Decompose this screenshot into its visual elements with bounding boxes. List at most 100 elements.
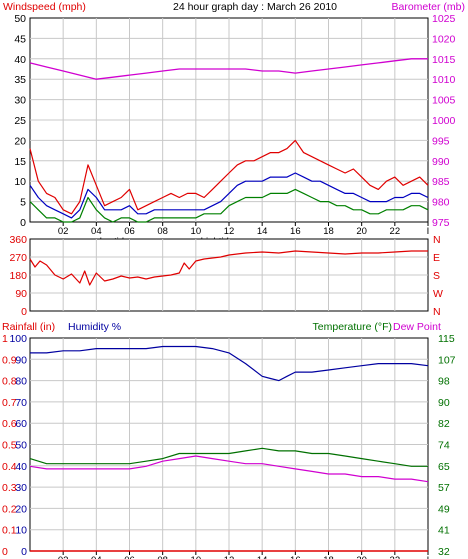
chart-title: 24 hour graph day : March 26 2010	[173, 1, 337, 13]
y-tick-label: 980	[432, 197, 450, 209]
rainfall-tick-label: 0.6	[2, 418, 17, 430]
y-tick-label: 1000	[432, 115, 456, 127]
y-tick-label: 1015	[432, 54, 456, 66]
y-tick-label: 180	[9, 270, 27, 282]
y-tick-label: 90	[15, 354, 27, 366]
y-tick-label: 30	[14, 95, 26, 107]
y-tick-label: 985	[432, 176, 450, 188]
humidity-temperature-panel: 0204060810121416182022Ilowtidehightide00…	[2, 333, 456, 559]
rainfall-tick-label: 0.2	[2, 503, 17, 515]
x-tick-label: 06	[124, 555, 135, 559]
x-tick-label: 22	[390, 555, 401, 559]
y-tick-label: 100	[9, 333, 27, 345]
x-tick-label: I	[427, 555, 430, 559]
y-tick-label: 5	[20, 197, 26, 209]
rainfall-tick-label: 0.9	[2, 354, 17, 366]
rainfall-tick-label: 0.5	[2, 440, 17, 452]
x-tick-label: 10	[191, 226, 202, 237]
y-tick-label: 270	[9, 252, 27, 264]
x-tick-label: 08	[157, 555, 168, 559]
y-tick-label: 80	[15, 376, 27, 388]
x-tick-label: 12	[224, 555, 235, 559]
x-tick-label: 12	[224, 226, 235, 237]
y-tick-label: N	[433, 306, 441, 318]
barometer-axis-label: Barometer (mb)	[391, 1, 465, 13]
barometer-line	[29, 58, 428, 80]
y-tick-label: 74	[438, 440, 450, 452]
y-tick-label: S	[433, 270, 440, 282]
temperature-axis-label: Temperature (°F)	[313, 321, 392, 333]
windspeed-axis-label: Windspeed (mph)	[3, 1, 86, 13]
y-tick-label: 90	[15, 288, 27, 300]
rainfall-axis-label: Rainfall (in)	[2, 321, 55, 333]
y-tick-label: 1020	[432, 33, 456, 45]
y-tick-label: 0	[20, 217, 26, 229]
wind-gust-line	[29, 139, 429, 215]
x-tick-label: 04	[91, 555, 102, 559]
dewpoint-line	[29, 455, 429, 483]
y-tick-label: 30	[15, 482, 27, 494]
y-tick-label: 82	[438, 418, 450, 430]
x-tick-label: 06	[124, 226, 135, 237]
humidity-axis-label: Humidity %	[68, 321, 121, 333]
y-tick-label: 20	[14, 135, 26, 147]
rainfall-tick-label: 0.8	[2, 376, 17, 388]
y-tick-label: 40	[15, 461, 27, 473]
x-tick-label: 22	[390, 226, 401, 237]
wind-avg-line	[29, 172, 429, 219]
wind-min-line	[29, 188, 429, 223]
y-tick-label: 1025	[432, 13, 456, 25]
y-tick-label: 360	[9, 234, 27, 246]
x-tick-label: 18	[323, 555, 334, 559]
y-tick-label: 35	[14, 74, 26, 86]
y-tick-label: 49	[438, 503, 450, 515]
x-tick-label: 18	[323, 226, 334, 237]
rainfall-tick-label: 1	[2, 333, 8, 345]
dewpoint-axis-label: Dew Point	[393, 321, 441, 333]
x-tick-label: 16	[290, 226, 301, 237]
y-tick-label: 990	[432, 156, 450, 168]
y-tick-label: 1010	[432, 74, 456, 86]
x-tick-label: 20	[356, 226, 367, 237]
y-tick-label: 107	[438, 354, 456, 366]
y-tick-label: 15	[14, 156, 26, 168]
x-tick-label: 08	[157, 226, 168, 237]
y-tick-label: 10	[14, 176, 26, 188]
y-tick-label: 60	[15, 418, 27, 430]
y-tick-label: E	[433, 252, 440, 264]
y-tick-label: 0	[21, 306, 27, 318]
y-tick-label: 32	[438, 546, 450, 558]
temperature-line	[29, 447, 428, 467]
x-tick-label: 04	[91, 226, 102, 237]
y-tick-label: 975	[432, 217, 450, 229]
y-tick-label: 50	[14, 13, 26, 25]
y-tick-label: 50	[15, 440, 27, 452]
rainfall-tick-label: 0.3	[2, 482, 17, 494]
y-tick-label: 98	[438, 376, 450, 388]
y-tick-label: N	[433, 234, 441, 246]
y-tick-label: 25	[14, 115, 26, 127]
y-tick-label: 10	[15, 525, 27, 537]
rainfall-tick-label: 0	[2, 546, 8, 558]
x-tick-label: 14	[257, 555, 268, 559]
y-tick-label: 1005	[432, 95, 456, 107]
y-tick-label: 70	[15, 397, 27, 409]
y-tick-label: 0	[21, 546, 27, 558]
y-tick-label: 115	[438, 333, 455, 345]
y-tick-label: 57	[438, 482, 450, 494]
rainfall-tick-label: 0.1	[2, 525, 17, 537]
humidity-line	[30, 345, 429, 382]
y-tick-label: 995	[432, 135, 450, 147]
x-tick-label: 02	[58, 226, 69, 237]
x-tick-label: 20	[356, 555, 367, 559]
x-tick-label: 16	[290, 555, 301, 559]
rainfall-tick-label: 0.4	[2, 461, 17, 473]
x-tick-label: I	[427, 226, 430, 237]
y-tick-label: W	[433, 288, 443, 300]
y-tick-label: 65	[438, 461, 450, 473]
wind-direction-line	[29, 250, 428, 286]
x-tick-label: 14	[257, 226, 268, 237]
y-tick-label: 45	[14, 33, 26, 45]
